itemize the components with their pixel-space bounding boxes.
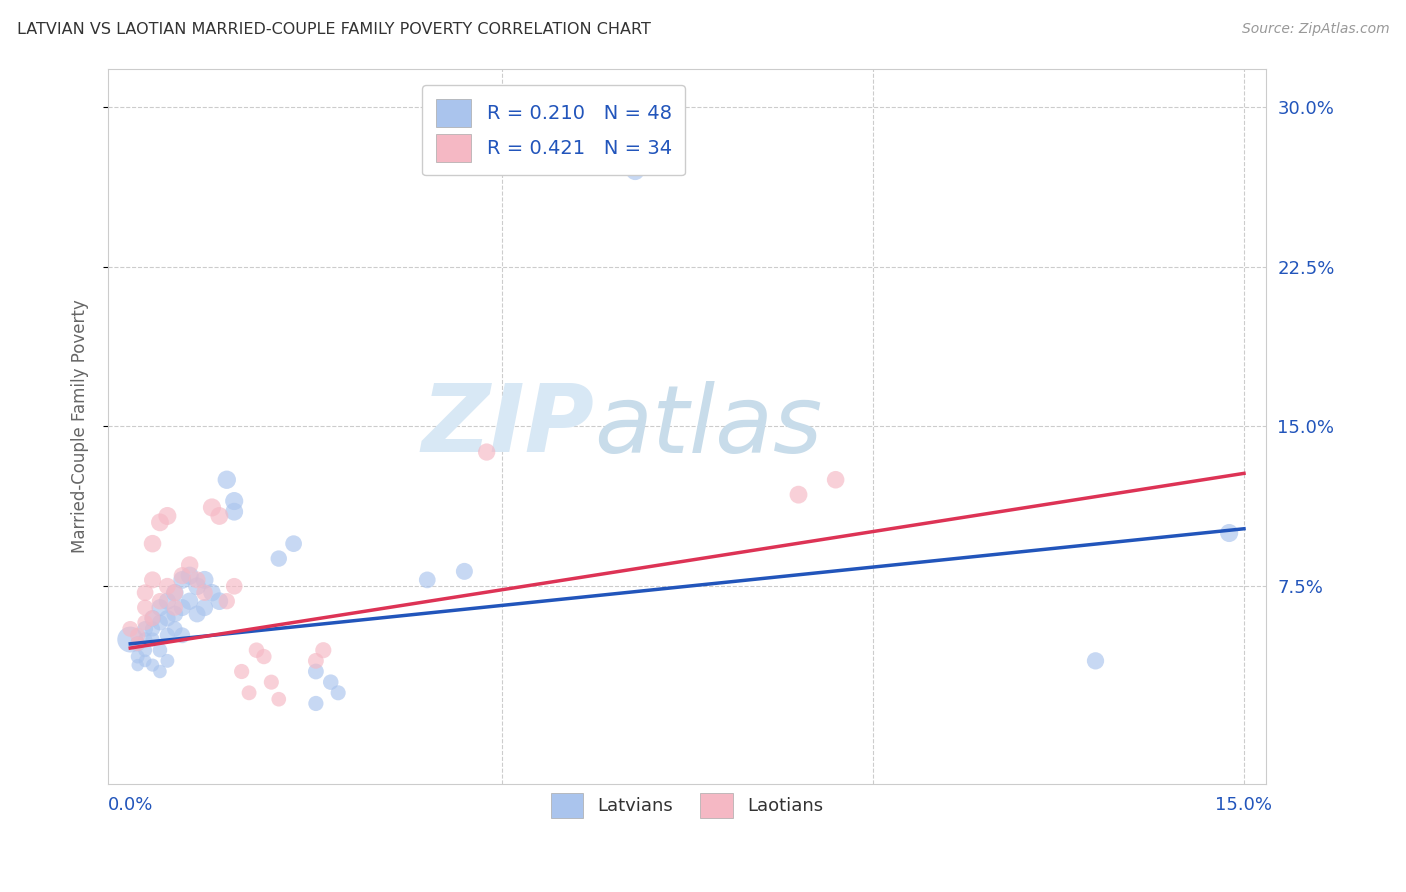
Point (156, 508, 179, 523)
Point (134, 632, 156, 647)
Point (156, 594, 179, 608)
Point (127, 649, 149, 664)
Point (149, 600, 172, 615)
Point (245, 643, 267, 657)
Point (149, 594, 172, 608)
Point (141, 573, 163, 587)
Point (120, 632, 142, 647)
Point (179, 568, 201, 582)
Point (231, 665, 253, 679)
Point (215, 594, 238, 608)
Point (120, 622, 142, 636)
Text: ZIP: ZIP (422, 381, 595, 473)
Point (134, 622, 156, 636)
Point (267, 692, 290, 706)
Point (127, 628, 149, 642)
Point (141, 611, 163, 625)
Point (134, 615, 156, 630)
Point (283, 536, 305, 550)
Point (149, 516, 172, 530)
Point (156, 654, 179, 668)
Point (156, 628, 179, 642)
Point (127, 637, 149, 651)
Point (163, 600, 186, 615)
Text: LATVIAN VS LAOTIAN MARRIED-COUPLE FAMILY POVERTY CORRELATION CHART: LATVIAN VS LAOTIAN MARRIED-COUPLE FAMILY… (17, 22, 651, 37)
Point (193, 600, 215, 615)
Point (208, 508, 231, 523)
Point (238, 686, 260, 700)
Point (1084, 654, 1107, 668)
Point (328, 686, 350, 700)
Point (193, 573, 215, 587)
Point (186, 573, 208, 587)
Point (172, 573, 194, 587)
Point (186, 607, 208, 621)
Point (156, 611, 179, 625)
Text: atlas: atlas (595, 381, 823, 472)
Point (141, 536, 163, 550)
Point (260, 675, 283, 690)
Point (134, 600, 156, 615)
Point (305, 665, 328, 679)
Point (141, 632, 163, 647)
Point (201, 585, 224, 599)
Point (163, 622, 186, 636)
Point (624, 163, 647, 178)
Point (208, 594, 231, 608)
Point (824, 473, 846, 487)
Point (172, 568, 194, 582)
Point (141, 622, 163, 636)
Point (186, 579, 208, 593)
Point (149, 665, 172, 679)
Point (163, 585, 186, 599)
Point (149, 615, 172, 630)
Point (305, 697, 328, 711)
Point (267, 551, 290, 566)
Point (141, 658, 163, 673)
Point (156, 579, 179, 593)
Point (416, 573, 439, 587)
Point (201, 500, 224, 515)
Y-axis label: Married-Couple Family Poverty: Married-Couple Family Poverty (72, 300, 89, 553)
Point (134, 585, 156, 599)
Point (172, 628, 194, 642)
Point (319, 675, 342, 690)
Point (149, 643, 172, 657)
Point (1218, 526, 1240, 541)
Point (127, 637, 149, 651)
Point (179, 594, 201, 608)
Point (224, 494, 246, 508)
Point (134, 643, 156, 657)
Point (253, 649, 276, 664)
Point (475, 445, 498, 459)
Legend: Latvians, Laotians: Latvians, Laotians (544, 786, 831, 825)
Point (193, 585, 215, 599)
Point (163, 607, 186, 621)
Point (134, 654, 156, 668)
Point (163, 585, 186, 599)
Point (215, 473, 238, 487)
Point (141, 611, 163, 625)
Point (453, 565, 475, 579)
Point (224, 579, 246, 593)
Point (787, 488, 810, 502)
Point (179, 558, 201, 572)
Point (127, 658, 149, 673)
Point (312, 643, 335, 657)
Point (305, 654, 328, 668)
Point (172, 600, 194, 615)
Point (224, 505, 246, 519)
Text: Source: ZipAtlas.com: Source: ZipAtlas.com (1241, 22, 1389, 37)
